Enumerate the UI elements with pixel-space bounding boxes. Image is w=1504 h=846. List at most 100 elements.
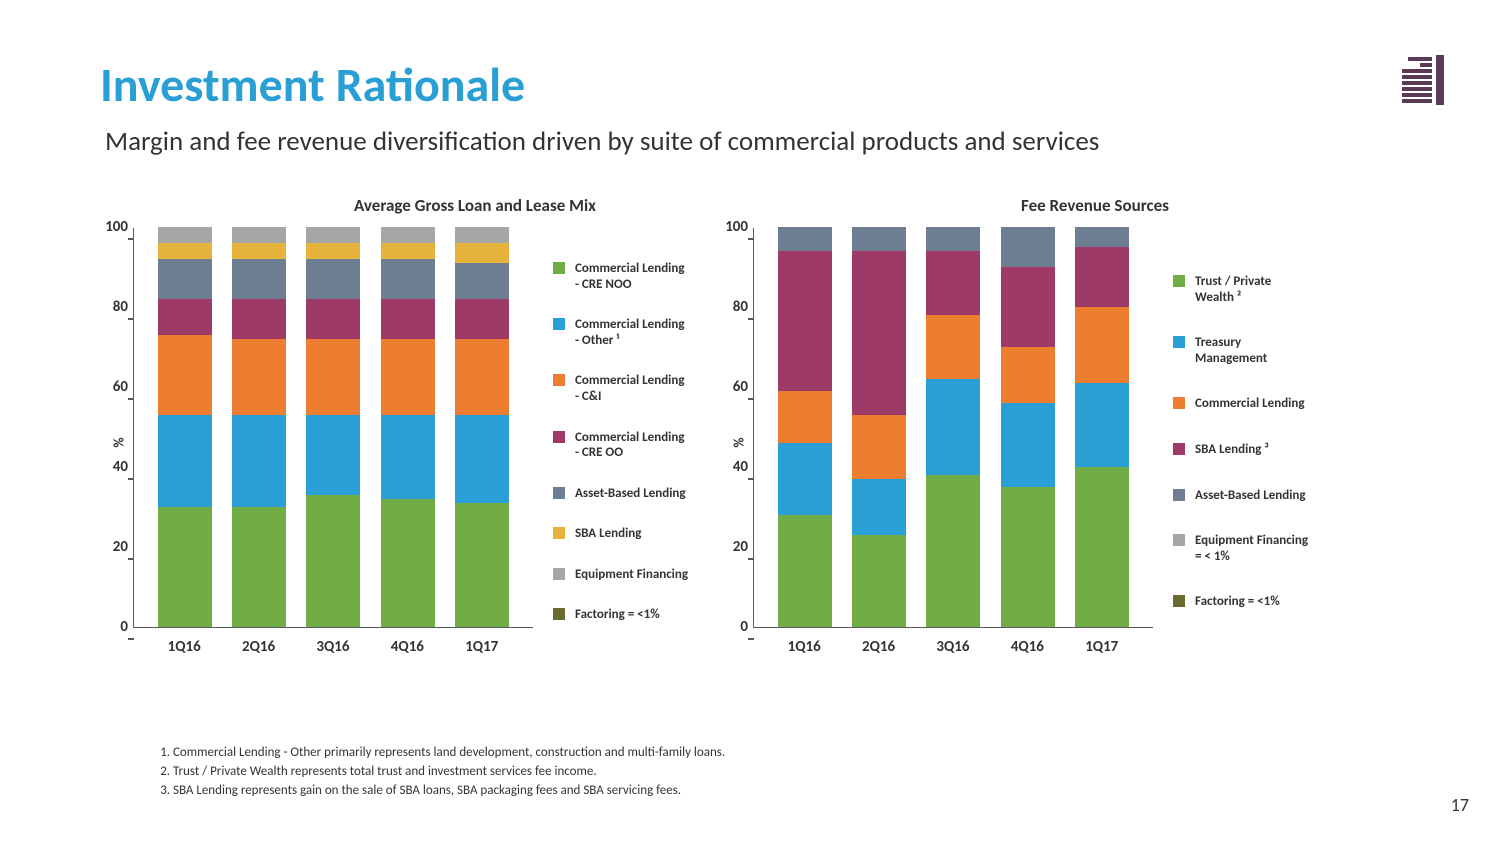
legend-label: Asset-Based Lending bbox=[575, 486, 686, 502]
bar-segment bbox=[158, 335, 212, 415]
bars bbox=[754, 228, 1153, 627]
legend-item: Commercial Lending - C&I bbox=[553, 373, 690, 404]
legend-swatch bbox=[553, 527, 565, 539]
bar-segment bbox=[381, 299, 435, 339]
bar-segment bbox=[306, 243, 360, 259]
bar-segment bbox=[852, 227, 906, 251]
bars bbox=[134, 228, 533, 627]
bar-segment bbox=[232, 259, 286, 299]
bar-segment bbox=[926, 475, 980, 627]
bar-segment bbox=[778, 251, 832, 391]
bar-segment bbox=[455, 227, 509, 243]
y-tick-label: 60 bbox=[84, 378, 128, 396]
y-tick-label: 0 bbox=[704, 618, 748, 636]
bar-segment bbox=[158, 243, 212, 259]
legend-item: SBA Lending ³ bbox=[1173, 442, 1310, 458]
legend-item: Factoring = <1% bbox=[553, 607, 690, 623]
legend-item: Factoring = <1% bbox=[1173, 594, 1310, 610]
y-tick-label: 40 bbox=[704, 458, 748, 476]
chart-title: Fee Revenue Sources bbox=[725, 195, 1310, 216]
legend-item: Commercial Lending bbox=[1173, 396, 1310, 412]
bar-segment bbox=[306, 299, 360, 339]
x-tick-label: 2Q16 bbox=[232, 638, 286, 656]
bar-segment bbox=[381, 243, 435, 259]
bar-segment bbox=[1001, 403, 1055, 487]
legend-swatch bbox=[1173, 443, 1185, 455]
footnote: Trust / Private Wealth represents total … bbox=[173, 763, 725, 782]
bar-segment bbox=[381, 259, 435, 299]
legend-item: Asset-Based Lending bbox=[553, 486, 690, 502]
y-ticks: 020406080100 bbox=[704, 218, 748, 638]
bar-segment bbox=[306, 259, 360, 299]
bar-segment bbox=[455, 415, 509, 503]
bar-segment bbox=[926, 379, 980, 475]
bar-segment bbox=[381, 499, 435, 627]
legend-label: SBA Lending bbox=[575, 526, 641, 542]
y-tick-label: 0 bbox=[84, 618, 128, 636]
bar bbox=[158, 227, 212, 627]
legend-swatch bbox=[1173, 595, 1185, 607]
bar-segment bbox=[778, 391, 832, 443]
bar-segment bbox=[778, 227, 832, 251]
bar bbox=[1075, 227, 1129, 627]
x-tick-label: 1Q16 bbox=[157, 638, 211, 656]
x-tick-label: 2Q16 bbox=[852, 638, 906, 656]
y-tick-label: 60 bbox=[704, 378, 748, 396]
legend-label: Factoring = <1% bbox=[575, 607, 660, 623]
bar-segment bbox=[381, 415, 435, 499]
bar-segment bbox=[778, 515, 832, 627]
legend-item: Treasury Management bbox=[1173, 335, 1310, 366]
y-tick-label: 20 bbox=[84, 538, 128, 556]
bar-segment bbox=[232, 227, 286, 243]
y-tick-label: 20 bbox=[704, 538, 748, 556]
chart-fee-revenue: Fee Revenue Sources % 020406080100 1Q162… bbox=[725, 195, 1310, 656]
bar-segment bbox=[852, 479, 906, 535]
bar-segment bbox=[852, 251, 906, 415]
bar-segment bbox=[1075, 383, 1129, 467]
legend-swatch bbox=[1173, 336, 1185, 348]
bar-segment bbox=[306, 415, 360, 495]
bar-segment bbox=[158, 507, 212, 627]
footnotes: Commercial Lending - Other primarily rep… bbox=[145, 744, 725, 801]
bar-segment bbox=[852, 415, 906, 479]
legend-swatch bbox=[553, 374, 565, 386]
bar-segment bbox=[778, 443, 832, 515]
page-title: Investment Rationale bbox=[100, 55, 525, 114]
plot-area: 020406080100 bbox=[133, 228, 533, 628]
y-tick-label: 80 bbox=[704, 298, 748, 316]
legend-label: Commercial Lending - Other ¹ bbox=[575, 317, 690, 348]
x-tick-label: 1Q17 bbox=[1075, 638, 1129, 656]
legend-label: Commercial Lending bbox=[1195, 396, 1305, 412]
bar-segment bbox=[852, 535, 906, 627]
legend-label: Commercial Lending - C&I bbox=[575, 373, 690, 404]
bar bbox=[1001, 227, 1055, 627]
bar-segment bbox=[306, 227, 360, 243]
legend: Commercial Lending - CRE NOO Commercial L… bbox=[533, 228, 690, 656]
bar-segment bbox=[1001, 227, 1055, 267]
legend-swatch bbox=[1173, 534, 1185, 546]
legend-label: Trust / Private Wealth ² bbox=[1195, 274, 1310, 305]
bar-segment bbox=[158, 259, 212, 299]
bar-segment bbox=[232, 415, 286, 507]
legend-swatch bbox=[553, 431, 565, 443]
bar-segment bbox=[232, 299, 286, 339]
bar bbox=[852, 227, 906, 627]
bar bbox=[381, 227, 435, 627]
legend-label: Commercial Lending - CRE OO bbox=[575, 430, 690, 461]
y-tick-label: 100 bbox=[84, 218, 128, 236]
bar-segment bbox=[232, 507, 286, 627]
bar-segment bbox=[1075, 247, 1129, 307]
legend-item: Commercial Lending - Other ¹ bbox=[553, 317, 690, 348]
x-tick-label: 3Q16 bbox=[926, 638, 980, 656]
legend-label: Factoring = <1% bbox=[1195, 594, 1280, 610]
bar-segment bbox=[1001, 267, 1055, 347]
bar bbox=[926, 227, 980, 627]
bar-segment bbox=[158, 299, 212, 335]
legend-item: Commercial Lending - CRE NOO bbox=[553, 261, 690, 292]
legend-label: SBA Lending ³ bbox=[1195, 442, 1269, 458]
bar bbox=[232, 227, 286, 627]
footnote: Commercial Lending - Other primarily rep… bbox=[173, 744, 725, 763]
bar-segment bbox=[1075, 307, 1129, 383]
bar bbox=[778, 227, 832, 627]
plot-area: 020406080100 bbox=[753, 228, 1153, 628]
